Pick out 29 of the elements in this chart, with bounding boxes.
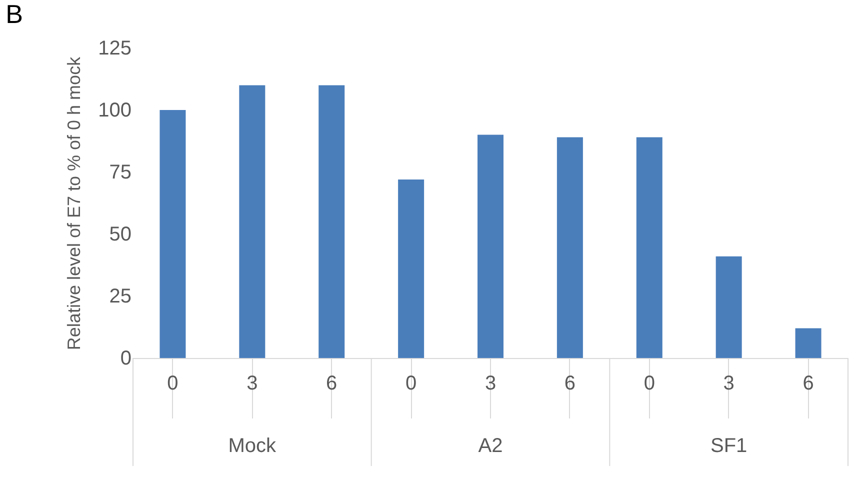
y-tick-label: 25 [109,286,132,308]
x-tick-label: 6 [326,372,338,394]
y-tick-label: 125 [98,38,132,60]
bar [636,137,662,358]
bar [556,137,583,358]
x-tick-label: 0 [167,372,178,394]
bar [478,134,504,358]
text: Mock [228,435,278,457]
y-axis-title: Relative level of E7 to % of 0 h mock [64,56,84,350]
x-tick-label: 3 [484,372,496,394]
text: A2 [478,435,503,457]
bar [239,85,266,358]
bar [795,328,822,358]
y-tick-label: 100 [98,100,132,122]
bar [160,110,186,358]
bar [398,179,424,358]
text: SF1 [710,435,748,457]
x-tick-label: 3 [723,372,734,394]
x-tick-label: 0 [405,372,417,394]
y-tick-label: 0 [120,348,132,370]
chart-title: B [6,0,23,29]
y-tick-label: 75 [109,162,132,184]
bar [716,256,742,358]
x-tick-label: 0 [644,372,655,394]
x-tick-label: 6 [564,372,576,394]
x-tick-label: 3 [246,372,258,394]
x-tick-label: 6 [802,372,814,394]
y-tick-label: 50 [109,224,132,246]
bar [318,85,345,358]
